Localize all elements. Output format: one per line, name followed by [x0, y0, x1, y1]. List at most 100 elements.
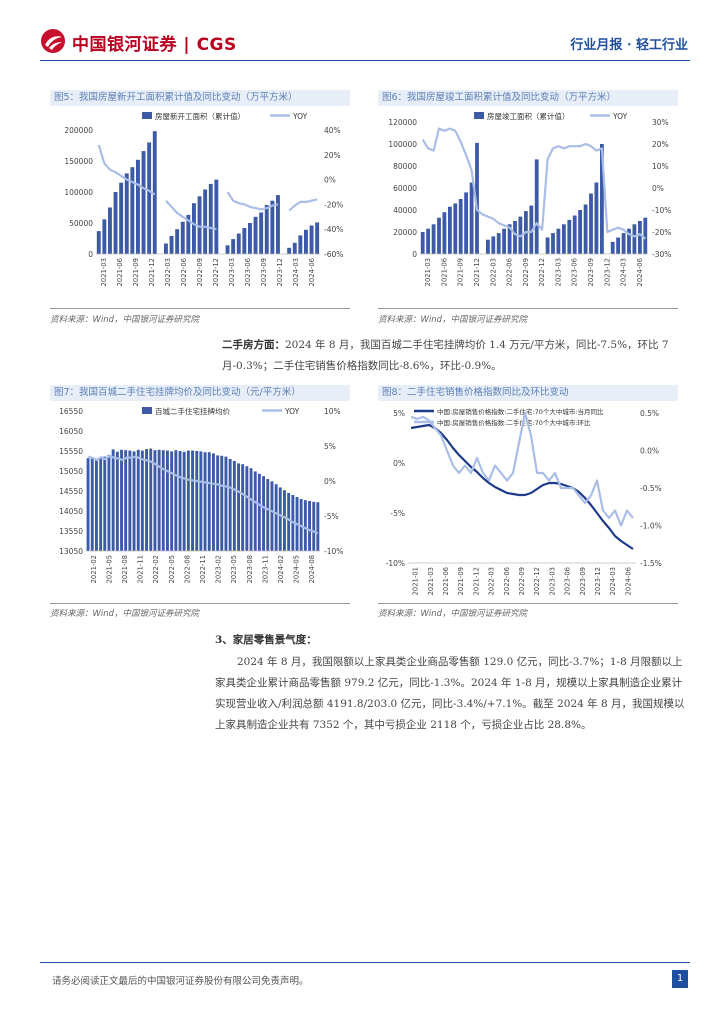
x-tick-label: 2021-02	[90, 555, 98, 583]
x-tick-label: 2023-02	[215, 555, 223, 583]
x-tick-label: 2021-12	[472, 567, 480, 595]
legend-swatch-bar	[474, 112, 484, 119]
bar	[212, 453, 215, 551]
left-tick-label: 14050	[59, 507, 83, 516]
bar	[259, 212, 264, 254]
bar	[186, 450, 190, 551]
bar	[248, 223, 252, 254]
right-tick-label: -5%	[324, 512, 339, 521]
brand-separator: |	[183, 35, 191, 55]
bar	[562, 224, 566, 254]
second-hand-lead: 二手房方面：	[222, 339, 285, 351]
legend-label-line: YOY	[612, 112, 628, 121]
bar	[175, 229, 180, 254]
x-tick-label: 2021-03	[427, 567, 435, 595]
bar	[262, 476, 265, 551]
x-tick-label: 2024-02	[277, 555, 285, 583]
bar	[111, 449, 115, 551]
bar	[157, 449, 161, 551]
bar	[249, 468, 253, 551]
x-tick-label: 2023-12	[594, 567, 602, 595]
bar	[120, 449, 123, 551]
x-tick-label: 2023-06	[244, 258, 252, 286]
right-tick-label: 0.0%	[640, 447, 659, 456]
bar	[124, 450, 128, 551]
page-number: 1	[672, 970, 688, 988]
x-tick-label: 2022-12	[533, 567, 541, 595]
bar	[180, 221, 185, 254]
legend-label-line: YOY	[292, 112, 308, 121]
bar	[115, 451, 119, 551]
x-tick-label: 2021-06	[442, 567, 450, 595]
right-tick-label: 0.5%	[640, 409, 659, 418]
right-tick-label: 20%	[652, 140, 669, 149]
brand-logo-text: 中国银河证券 | CGS	[72, 30, 237, 55]
bar	[534, 159, 539, 254]
bar	[197, 196, 202, 254]
bar	[207, 452, 211, 551]
bar	[136, 159, 140, 254]
bar	[119, 182, 124, 254]
bar	[214, 179, 219, 254]
x-tick-label: 2023-12	[276, 258, 284, 286]
fig6-title: 图6：我国房屋竣工面积累计值及同比变动（万平方米）	[378, 90, 678, 106]
x-tick-label: 2023-06	[564, 567, 572, 595]
bar	[312, 501, 316, 551]
x-tick-label: 2022-09	[522, 258, 530, 286]
x-tick-label: 2024-08	[308, 555, 316, 583]
bar	[232, 461, 236, 551]
right-tick-label: 0%	[652, 184, 664, 193]
x-tick-label: 2024-06	[624, 567, 632, 595]
bar	[458, 199, 463, 254]
bar	[208, 183, 213, 254]
bar	[486, 239, 490, 254]
bar	[140, 450, 144, 551]
left-tick-label: -5%	[390, 509, 405, 518]
bar	[169, 236, 174, 254]
bar	[99, 457, 103, 551]
fig7-chart: 百城二手住宅挂牌均价 YOY 13050 13550 14050 14550 15050 15…	[59, 406, 343, 583]
bar	[276, 195, 280, 254]
x-tick-label: 2021-12	[148, 258, 156, 286]
bar	[304, 229, 308, 254]
fig6-divider	[378, 308, 678, 309]
x-tick-label: 2022-06	[180, 258, 188, 286]
bar	[502, 228, 506, 254]
fig7-title: 图7：我国百城二手住宅挂牌均价及同比变动（元/平方米）	[50, 385, 350, 401]
bar	[551, 233, 555, 254]
right-tick-label: -30%	[652, 250, 671, 259]
x-tick-label: 2021-11	[137, 555, 145, 583]
right-tick-label: 5%	[324, 442, 336, 451]
bar	[308, 501, 311, 551]
bar	[236, 233, 241, 254]
series-line-0	[410, 423, 634, 550]
fig6-source: 资料来源：Wind，中国银河证券研究院	[378, 315, 528, 325]
bar	[621, 233, 626, 254]
right-tick-label: -10%	[652, 206, 671, 215]
bar	[610, 241, 615, 254]
bar	[292, 242, 297, 254]
header-divider	[40, 60, 690, 61]
bar	[170, 451, 174, 551]
bar	[166, 450, 169, 551]
bar	[643, 217, 648, 254]
left-tick-label: 60000	[393, 184, 417, 193]
series-line-1	[87, 454, 319, 535]
bar	[107, 455, 111, 551]
series-line-1	[97, 144, 318, 231]
bar	[638, 221, 642, 254]
x-tick-label: 2023-06	[571, 258, 579, 286]
fig8-chart: 中国:房屋销售价格指数:二手住宅:70个大中城市:当月同比中国:房屋销售价格指数…	[386, 407, 662, 595]
bar	[130, 167, 135, 254]
fig8-title: 图8：二手住宅销售价格指数同比及环比变动	[378, 385, 678, 401]
bar	[178, 451, 182, 551]
left-tick-label: 16550	[59, 407, 83, 416]
bar	[199, 451, 203, 551]
bar	[108, 207, 112, 254]
bar	[315, 222, 320, 254]
right-tick-label: 10%	[324, 407, 341, 416]
fig5-title: 图5：我国房屋新开工面积累计值及同比变动（万平方米）	[50, 90, 350, 106]
bar	[203, 452, 207, 551]
left-tick-label: 20000	[393, 228, 417, 237]
bar	[113, 192, 118, 254]
